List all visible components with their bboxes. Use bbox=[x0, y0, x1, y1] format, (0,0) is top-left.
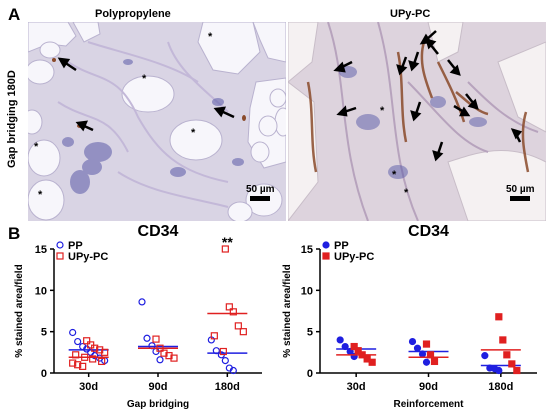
asterisk-5: * bbox=[38, 189, 43, 201]
chart-1-upy-pc-point bbox=[495, 313, 503, 321]
chart-1-upy-pc-point bbox=[513, 366, 521, 375]
chart-0-upy-pc-point bbox=[91, 344, 99, 352]
scale-bar-right: 50 µm bbox=[506, 184, 535, 201]
chart-0-upy-pc-point bbox=[98, 357, 106, 366]
chart-1-xtick-label-30d: 30d bbox=[347, 381, 366, 393]
chart-0-xtick-label-90d: 90d bbox=[149, 381, 168, 393]
chart-1-upy-pc-point bbox=[422, 340, 431, 348]
chart-reinforcement: CD34 0 5 10 15 30d 90d 180d Reinforcement % stain… bbox=[282, 223, 537, 410]
chart-1-pp-point bbox=[481, 352, 489, 360]
chart-0-upy-pc-point bbox=[229, 308, 237, 316]
scale-bar-left: 50 µm bbox=[246, 184, 275, 201]
chart-1-pp-point bbox=[413, 344, 422, 352]
chart-0-upy-pc-point bbox=[79, 362, 87, 370]
chart-0-upy-pc-point bbox=[152, 335, 160, 343]
micrograph-upy-pc-drawing: * * * bbox=[288, 22, 546, 221]
asterisk-8: * bbox=[404, 187, 409, 199]
chart-1-pp-point bbox=[408, 337, 417, 346]
chart-0-legend-marker-1 bbox=[56, 252, 64, 260]
chart-1-ytick-label-0: 0 bbox=[307, 368, 313, 380]
upy-pc-title: UPy-PC bbox=[390, 8, 431, 20]
chart-1-upy-pc-point bbox=[354, 347, 362, 355]
chart-0-upy-pc-point bbox=[83, 337, 91, 345]
chart-1-legend-label-0: PP bbox=[334, 240, 349, 252]
polypropylene-title: Polypropylene bbox=[95, 8, 171, 20]
panel-b-letter: B bbox=[8, 224, 21, 243]
chart-0-xlabel: Gap bridging bbox=[127, 399, 189, 410]
chart-0-title: CD34 bbox=[138, 223, 179, 240]
chart-0-pp-point bbox=[74, 337, 82, 346]
asterisk-2: * bbox=[142, 73, 147, 85]
chart-1-upy-pc-point bbox=[508, 360, 516, 368]
chart-0-ytick-label-5: 5 bbox=[41, 327, 47, 339]
chart-0-upy-pc-point bbox=[225, 303, 233, 311]
chart-0-pp-point bbox=[143, 334, 151, 342]
chart-1-upy-pc-point bbox=[350, 342, 358, 351]
chart-0-upy-pc-point bbox=[69, 359, 77, 367]
chart-1-ytick-label-15: 15 bbox=[301, 244, 313, 256]
chart-0-pp-point bbox=[138, 298, 146, 306]
chart-1-xtick-label-180d: 180d bbox=[488, 381, 513, 393]
chart-1-ytick-label-10: 10 bbox=[301, 285, 313, 297]
chart-1-xtick-label-90d: 90d bbox=[419, 381, 438, 393]
chart-0-pp-point bbox=[156, 356, 164, 364]
chart-0-ytick-label-0: 0 bbox=[41, 368, 47, 380]
scale-bar-left-label: 50 µm bbox=[246, 184, 275, 195]
chart-0-upy-pc-point bbox=[170, 354, 178, 362]
asterisk-3: * bbox=[191, 127, 196, 139]
chart-1-pp-point bbox=[336, 336, 344, 344]
panel-a-letter: A bbox=[8, 5, 21, 24]
chart-0-pp-point bbox=[69, 328, 77, 337]
chart-1-ylabel: % stained area/field bbox=[282, 264, 293, 357]
chart-0-legend-label-1: UPy-PC bbox=[68, 251, 108, 263]
chart-1-legend-marker-1 bbox=[322, 252, 330, 260]
scale-bar-right-line bbox=[510, 196, 531, 201]
chart-0-ylabel: % stained area/field bbox=[14, 264, 25, 357]
chart-1-upy-pc-point bbox=[499, 336, 507, 344]
chart-0-significance: ** bbox=[222, 234, 233, 250]
chart-0-upy-pc-point bbox=[239, 328, 247, 336]
chart-1-pp-point bbox=[422, 358, 431, 366]
chart-0-pp-point bbox=[229, 366, 237, 375]
chart-1-pp-point bbox=[495, 366, 503, 375]
micrograph-upy-pc: * * * 50 µm bbox=[288, 22, 546, 221]
chart-0-upy-pc-point bbox=[234, 322, 242, 330]
chart-1-xlabel: Reinforcement bbox=[393, 399, 464, 410]
chart-gap-bridging: CD34 0 5 10 15 30d 90d 180d Gap bridging % staine… bbox=[14, 223, 262, 410]
chart-1-upy-pc-point bbox=[368, 358, 376, 366]
asterisk-6: * bbox=[380, 105, 385, 117]
micrograph-polypropylene: * * * * * 50 µm bbox=[28, 22, 286, 221]
row-label: Gap bridging 180D bbox=[6, 70, 18, 168]
chart-1-title: CD34 bbox=[408, 223, 449, 240]
chart-1-legend-marker-0 bbox=[322, 241, 330, 249]
asterisk-1: * bbox=[208, 31, 213, 43]
chart-1-upy-pc-point bbox=[503, 351, 511, 359]
chart-0-xtick-label-180d: 180d bbox=[215, 381, 240, 393]
chart-1-ytick-label-5: 5 bbox=[307, 327, 313, 339]
scale-bar-left-line bbox=[250, 196, 271, 201]
chart-0-xtick-label-30d: 30d bbox=[79, 381, 98, 393]
asterisk-7: * bbox=[392, 169, 397, 181]
asterisk-4: * bbox=[34, 141, 39, 153]
chart-0-ytick-label-15: 15 bbox=[35, 244, 47, 256]
chart-0-upy-pc-point bbox=[221, 245, 229, 253]
chart-0-ytick-label-10: 10 bbox=[35, 285, 47, 297]
chart-1-upy-pc-point bbox=[430, 357, 439, 366]
chart-0-upy-pc-point bbox=[89, 355, 97, 363]
chart-0-upy-pc-point bbox=[74, 361, 82, 369]
chart-0-pp-point bbox=[221, 357, 229, 365]
chart-1-legend-label-1: UPy-PC bbox=[334, 251, 374, 263]
chart-0-upy-pc-point bbox=[210, 332, 218, 340]
chart-0-upy-pc-point bbox=[101, 348, 109, 356]
scale-bar-right-label: 50 µm bbox=[506, 184, 535, 195]
chart-0-legend-marker-0 bbox=[56, 241, 64, 249]
chart-0-upy-pc-point bbox=[219, 347, 227, 356]
chart-0-legend-label-0: PP bbox=[68, 240, 83, 252]
micrograph-polypropylene-drawing: * * * * * bbox=[28, 22, 286, 221]
